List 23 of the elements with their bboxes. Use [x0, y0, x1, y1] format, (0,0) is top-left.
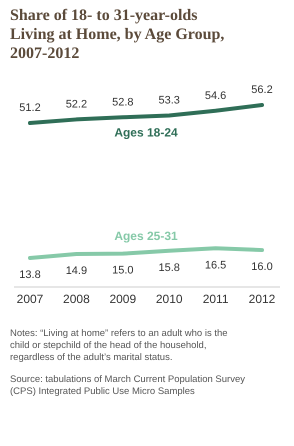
data-label: 54.6	[204, 90, 226, 102]
chart-title: Share of 18- to 31-year-olds Living at Home, by Age Group, 2007-2012	[10, 7, 224, 62]
series-label: Ages 25-31	[114, 229, 178, 244]
data-label: 13.8	[19, 269, 41, 281]
x-tick-label: 2009	[109, 292, 136, 306]
data-label: 51.2	[19, 102, 41, 114]
data-label: 16.5	[204, 259, 226, 272]
x-tick-label: 2012	[248, 292, 276, 306]
x-tick-label: 2011	[202, 292, 229, 306]
data-label: 14.9	[66, 265, 88, 278]
data-label: 15.8	[158, 262, 180, 274]
source-note: Source: tabulations of March Current Population Survey (CPS) Integrated Public Use Micro Samples	[10, 374, 246, 397]
series-label: Ages 18-24	[114, 125, 178, 140]
data-label: 53.3	[158, 94, 180, 106]
x-tick-label: 2007	[16, 292, 44, 306]
x-tick-label: 2008	[63, 292, 90, 306]
data-label: 15.0	[112, 264, 134, 277]
text: Notes: “Living at home” refers to an adult who is the child or stepchild of the head of the household, regardless of the adult’s marital status.	[10, 328, 228, 363]
x-tick-label: 2010	[156, 292, 183, 306]
data-label: 52.2	[66, 98, 88, 110]
data-label: 52.8	[112, 96, 134, 108]
data-label: 56.2	[251, 84, 273, 96]
data-label: 16.0	[251, 261, 273, 274]
